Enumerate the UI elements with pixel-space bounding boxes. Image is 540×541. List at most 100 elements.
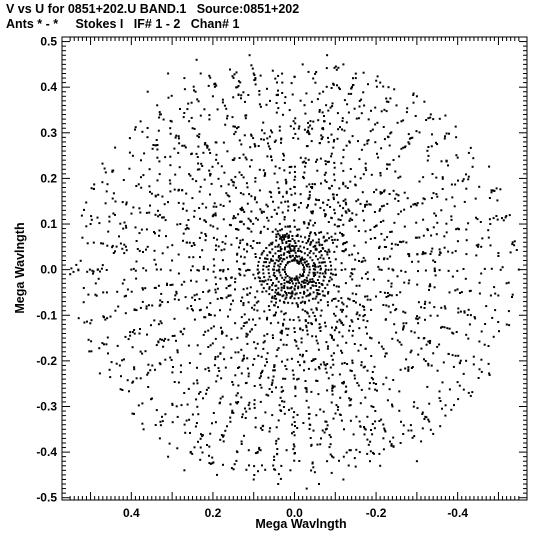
data-point: [327, 291, 330, 293]
data-point: [256, 242, 259, 244]
data-point: [469, 394, 472, 397]
data-point: [92, 241, 95, 244]
data-point: [374, 141, 377, 144]
data-point: [240, 97, 242, 100]
data-point: [340, 262, 343, 265]
data-point: [303, 302, 306, 305]
data-point: [440, 326, 442, 329]
data-point: [229, 284, 232, 287]
data-point: [434, 274, 437, 277]
data-point: [364, 241, 367, 244]
data-point: [209, 193, 211, 196]
data-point: [253, 304, 256, 307]
data-point: [243, 248, 246, 251]
data-point: [310, 186, 313, 188]
data-point: [188, 120, 191, 123]
data-point: [260, 283, 263, 286]
data-point: [438, 269, 441, 272]
data-point: [287, 301, 290, 304]
data-point: [278, 255, 280, 257]
data-point: [330, 278, 333, 281]
data-point: [383, 291, 386, 294]
data-point: [231, 158, 234, 161]
data-point: [207, 329, 210, 332]
data-point: [193, 89, 195, 92]
data-point: [402, 322, 405, 325]
data-point: [489, 244, 492, 247]
data-point: [202, 265, 205, 268]
data-point: [292, 319, 295, 321]
data-point: [185, 241, 188, 244]
data-point: [413, 331, 416, 334]
data-point: [292, 120, 295, 123]
data-point: [488, 165, 491, 168]
data-point: [312, 224, 315, 227]
data-point: [102, 315, 105, 318]
data-point: [253, 358, 256, 360]
data-point: [297, 347, 300, 350]
data-point: [294, 293, 297, 296]
data-point: [139, 328, 141, 330]
data-point: [90, 350, 93, 353]
data-point: [171, 421, 174, 424]
data-point: [267, 278, 270, 281]
data-point: [333, 208, 336, 211]
data-point: [294, 122, 297, 125]
data-point: [291, 280, 293, 283]
data-point: [325, 371, 328, 374]
data-point: [374, 388, 377, 391]
data-point: [307, 222, 310, 225]
data-point: [177, 151, 180, 154]
data-point: [103, 167, 106, 170]
data-point: [248, 54, 251, 57]
data-point: [373, 191, 375, 194]
data-point: [296, 233, 299, 236]
data-point: [240, 208, 243, 211]
data-point: [270, 215, 273, 218]
data-point: [246, 186, 249, 189]
data-point: [438, 343, 441, 346]
data-point: [277, 187, 280, 190]
data-point: [249, 286, 252, 289]
data-point: [389, 255, 392, 258]
data-point: [297, 206, 300, 209]
data-point: [348, 397, 351, 400]
data-point: [268, 430, 271, 433]
data-point: [362, 319, 365, 322]
data-point: [208, 462, 211, 464]
data-point: [281, 72, 284, 75]
data-point: [281, 295, 284, 298]
data-point: [235, 237, 238, 240]
data-point: [454, 289, 457, 292]
data-point: [343, 428, 345, 431]
data-point: [293, 165, 296, 168]
data-point: [492, 335, 495, 338]
data-point: [244, 117, 247, 120]
data-point: [498, 330, 500, 333]
data-point: [456, 269, 459, 272]
data-point: [380, 418, 383, 421]
data-point: [270, 279, 273, 281]
data-point: [225, 296, 228, 299]
data-point: [358, 284, 361, 287]
data-point: [390, 443, 393, 446]
data-point: [438, 117, 441, 120]
data-point: [382, 126, 385, 128]
data-point: [198, 168, 201, 171]
data-point: [386, 163, 389, 166]
data-point: [312, 466, 315, 469]
data-point: [191, 452, 194, 455]
data-point: [312, 311, 315, 314]
data-point: [293, 452, 296, 455]
x-tick-label: 0.2: [205, 506, 222, 520]
data-point: [291, 432, 293, 435]
data-point: [360, 260, 363, 263]
data-point: [262, 287, 265, 290]
data-point: [250, 195, 253, 198]
data-point: [282, 406, 285, 408]
data-point: [383, 429, 386, 432]
data-point: [299, 99, 302, 102]
data-point: [511, 243, 514, 246]
data-point: [240, 316, 243, 319]
data-point: [343, 99, 346, 102]
